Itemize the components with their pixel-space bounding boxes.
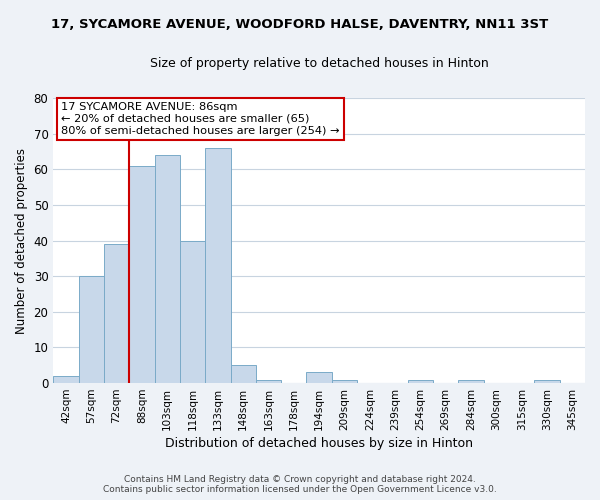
Bar [205,148,230,383]
Bar [332,380,357,383]
Bar [307,372,332,383]
Text: 17 SYCAMORE AVENUE: 86sqm
← 20% of detached houses are smaller (65)
80% of semi-: 17 SYCAMORE AVENUE: 86sqm ← 20% of detac… [61,102,340,136]
Bar [408,380,433,383]
Title: Size of property relative to detached houses in Hinton: Size of property relative to detached ho… [150,58,488,70]
Bar [535,380,560,383]
Bar [53,376,79,383]
Bar [104,244,129,383]
Bar [180,240,205,383]
Bar [256,380,281,383]
Bar [129,166,155,383]
Text: 17, SYCAMORE AVENUE, WOODFORD HALSE, DAVENTRY, NN11 3ST: 17, SYCAMORE AVENUE, WOODFORD HALSE, DAV… [52,18,548,30]
Bar [458,380,484,383]
Bar [155,155,180,383]
Y-axis label: Number of detached properties: Number of detached properties [15,148,28,334]
Text: Contains HM Land Registry data © Crown copyright and database right 2024.
Contai: Contains HM Land Registry data © Crown c… [103,474,497,494]
Bar [230,366,256,383]
Bar [79,276,104,383]
X-axis label: Distribution of detached houses by size in Hinton: Distribution of detached houses by size … [165,437,473,450]
